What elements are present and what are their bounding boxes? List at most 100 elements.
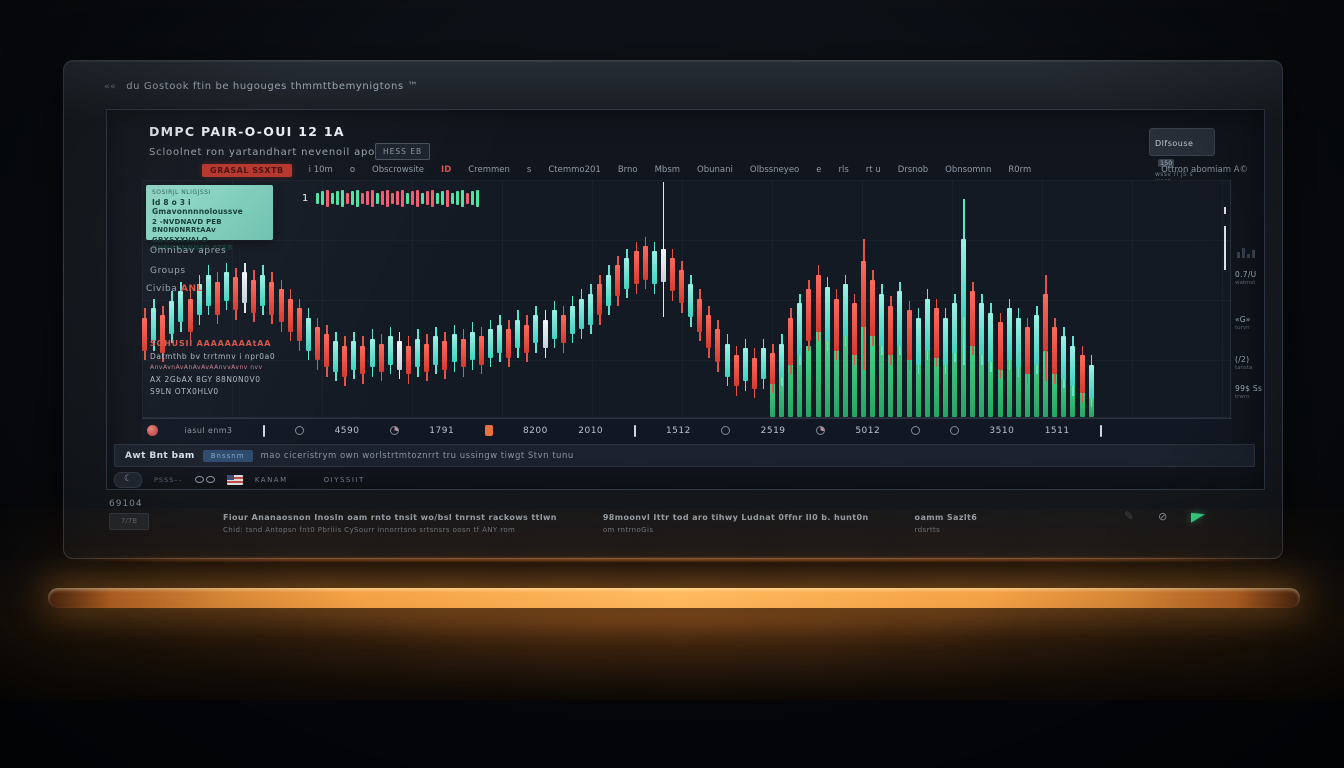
candle — [551, 310, 557, 339]
menu-item[interactable]: rls — [838, 165, 849, 175]
alert-badge[interactable]: GRASAL SSXTB — [202, 163, 292, 177]
candle — [688, 284, 694, 318]
menu-item[interactable]: R0rm — [1008, 165, 1032, 175]
menu-item[interactable]: e — [816, 165, 822, 175]
candle — [524, 324, 530, 353]
candle — [387, 336, 393, 365]
caption-column: Fiour Ananaosnon Inosln oam rnto tnsit w… — [223, 513, 557, 534]
bottom-shadow-band — [0, 700, 1344, 768]
caption-column: oamm Sazlt6 rdsrtts — [915, 513, 978, 534]
candle — [278, 289, 284, 323]
candle — [788, 317, 794, 365]
menu-item[interactable]: Olbssneyeo — [749, 165, 800, 175]
circle-marker-icon[interactable] — [295, 426, 305, 435]
menu-item[interactable]: Ctemmo201 — [548, 165, 601, 175]
series-label-1[interactable]: Omnibav apres — [150, 246, 227, 256]
quarter-circle-icon[interactable] — [389, 426, 399, 435]
candle — [933, 308, 939, 358]
signal-bar — [381, 191, 385, 205]
candle — [633, 251, 639, 285]
menu-item[interactable]: Obunani — [697, 165, 733, 175]
annotation-line: S9LN OTX0HLV0 — [150, 387, 219, 396]
candle — [997, 322, 1003, 370]
signal-bar — [431, 189, 435, 207]
time-tick-label: 3510 — [989, 425, 1015, 436]
signal-bar — [401, 189, 405, 207]
glasses-icon[interactable] — [194, 476, 215, 483]
menu-item[interactable]: Cremmen — [468, 165, 510, 175]
page-title: DMPC PAIR-O-OUI 12 1A — [149, 124, 345, 139]
volume-bar — [806, 345, 812, 417]
series-label-3[interactable]: Civiba ANL — [146, 284, 203, 294]
app-screen: DMPC PAIR-O-OUI 12 1A Scloolnet ron yart… — [106, 109, 1265, 490]
candle — [724, 343, 730, 377]
price-value: «G» — [1235, 315, 1251, 325]
flag-icon[interactable] — [226, 474, 243, 485]
back-arrows-icon[interactable]: «« — [104, 82, 117, 92]
candle — [460, 338, 466, 368]
quarter-circle-icon[interactable] — [815, 426, 825, 435]
circle-marker-icon[interactable] — [950, 426, 959, 435]
candle — [706, 315, 712, 349]
block-icon[interactable]: ⊘ — [1158, 509, 1168, 523]
series-label-2[interactable]: Groups — [150, 266, 186, 276]
candle — [970, 291, 976, 346]
candle — [342, 345, 348, 377]
candle — [897, 291, 903, 346]
pencil-icon[interactable]: ✎ — [1124, 509, 1135, 523]
candle — [396, 341, 402, 370]
top-right-button[interactable]: Dlfsouse150 wssv rl jS s wnrs — [1149, 128, 1215, 185]
record-dot-icon[interactable] — [147, 425, 158, 436]
menu-item[interactable]: rt u — [865, 165, 881, 175]
signal-bar — [421, 192, 425, 204]
signal-bar — [436, 192, 440, 204]
menu-item[interactable]: Obnsomnn — [945, 165, 992, 175]
menu-item[interactable]: s — [526, 165, 532, 175]
price-axis-label: (/2) tansta — [1235, 355, 1265, 371]
candle — [287, 298, 293, 332]
menu-item[interactable]: o — [349, 165, 356, 175]
candle — [1088, 364, 1094, 399]
header-small-button[interactable]: HESS EB — [375, 143, 431, 160]
price-sub: watmst — [1235, 280, 1256, 287]
window-titlebar: «« du Gostook ftin be hugouges thmmttbemy… — [104, 81, 1242, 99]
orange-marker-icon[interactable] — [484, 425, 493, 436]
menu-item[interactable]: Brno — [617, 165, 638, 175]
candle — [597, 284, 603, 316]
bezel-captions: Fiour Ananaosnon Inosln oam rnto tnsit w… — [223, 513, 977, 534]
candlestick-chart[interactable]: SOSIRJL NLIGJSSI Id 8 o 3 i Gmavonnnnolo… — [142, 180, 1231, 418]
candle — [833, 298, 839, 351]
candle — [451, 334, 457, 363]
menu-item[interactable]: ID — [441, 165, 452, 175]
circle-marker-icon[interactable] — [910, 426, 920, 435]
menu-item[interactable]: Obscrowsite — [372, 165, 425, 175]
candle — [151, 308, 157, 342]
toolbar-label-1[interactable]: KANAM — [254, 475, 288, 484]
menu-item[interactable]: Mbsm — [654, 165, 681, 175]
menu-item[interactable]: Drsnob — [897, 165, 929, 175]
page-subtitle: Scloolnet ron yartandhart nevenoil apos — [149, 147, 382, 158]
candle — [615, 265, 621, 297]
theme-toggle-button[interactable]: ☾ — [114, 471, 142, 488]
bezel-serial: 69104 — [109, 499, 143, 509]
candle — [924, 298, 930, 351]
candle — [742, 348, 748, 382]
menu-item[interactable]: Ottron abomiam A© — [1161, 165, 1248, 175]
toolbar-label-2[interactable]: OIYSSIIT — [323, 475, 365, 484]
candle — [497, 324, 502, 353]
circle-marker-icon[interactable] — [721, 426, 731, 435]
candle — [478, 336, 484, 365]
signal-bar — [416, 189, 420, 207]
status-link-pill[interactable]: Bnssnm — [202, 449, 253, 462]
green-arrow-icon[interactable] — [1191, 509, 1206, 523]
time-tick-label: 2519 — [760, 425, 786, 436]
monitor-frame: «« du Gostook ftin be hugouges thmmttbemy… — [63, 60, 1283, 559]
tooltip-line: 2 -NVDNAVD PEB 8N0N0NRRtAAv — [152, 218, 222, 234]
mini-histogram-icon — [1237, 248, 1255, 258]
candle — [1034, 315, 1039, 365]
candle — [861, 260, 866, 327]
menu-item[interactable]: i 10m — [308, 165, 333, 175]
price-value: (/2) — [1235, 355, 1250, 365]
signal-bar — [346, 192, 350, 204]
candle — [669, 258, 675, 292]
